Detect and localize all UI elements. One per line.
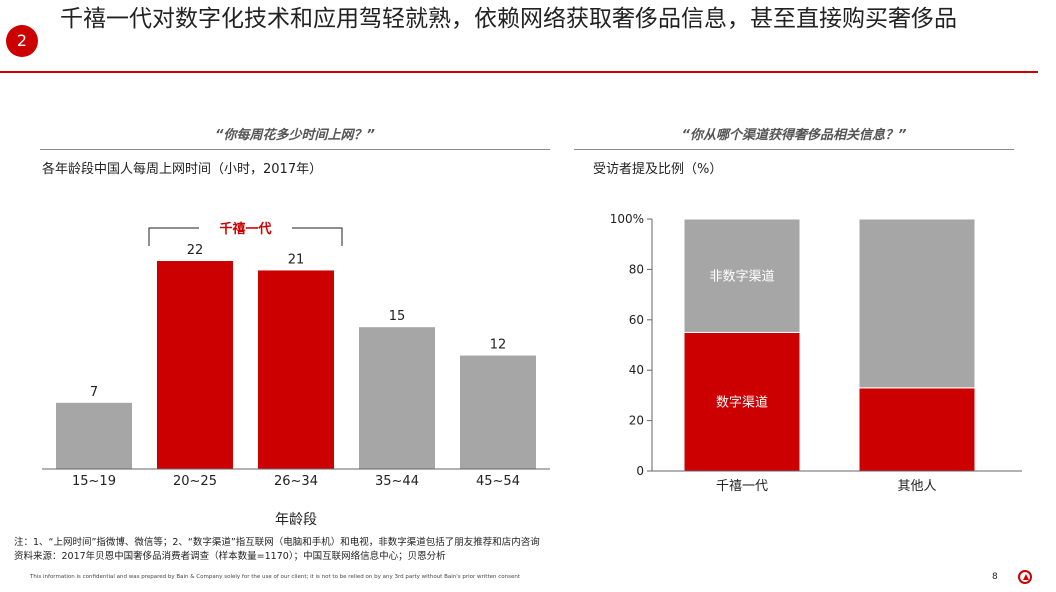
footnotes: 注：1、“上网时间”指微博、微信等；2、“数字渠道”指互联网（电脑和手机）和电视…: [14, 536, 540, 564]
right-question: “你从哪个渠道获得奢侈品相关信息？”: [681, 128, 907, 143]
bar-value-label: 22: [187, 243, 204, 258]
segment-数字渠道-千禧一代: [683, 331, 801, 472]
slide-number-badge: 2: [6, 25, 38, 57]
segment-数字渠道-其他人: [858, 387, 976, 472]
bar-value-label: 7: [90, 385, 98, 400]
x-tick-label: 15~19: [72, 474, 116, 489]
right-chart-subtitle: 受访者提及比例（%）: [593, 162, 723, 177]
x-tick-label: 其他人: [897, 479, 936, 494]
x-tick-label: 20~25: [173, 474, 217, 489]
x-tick-label: 45~54: [476, 474, 520, 489]
bar-26~34: [258, 270, 334, 469]
x-axis-title: 年龄段: [275, 512, 317, 528]
bar-15~19: [56, 402, 132, 469]
x-tick-label: 26~34: [274, 474, 318, 489]
slide-title: 千禧一代对数字化技术和应用驾轻就熟，依赖网络获取奢侈品信息，甚至直接购买奢侈品: [60, 6, 957, 32]
millennial-bracket-label: 千禧一代: [219, 221, 271, 237]
segment-非数字渠道-其他人: [858, 218, 976, 389]
y-tick-label: 80: [629, 262, 644, 276]
y-tick-label: 20: [629, 414, 644, 428]
right-question-rule: [574, 149, 1014, 150]
title-divider: [0, 71, 1038, 73]
left-chart-subtitle: 各年龄段中国人每周上网时间（小时，2017年）: [42, 162, 323, 177]
segment-label: 数字渠道: [716, 396, 768, 411]
left-question-rule: [40, 149, 550, 150]
millennial-bracket: [148, 227, 343, 246]
bar-value-label: 15: [389, 309, 406, 324]
footnote-definitions: 注：1、“上网时间”指微博、微信等；2、“数字渠道”指互联网（电脑和手机）和电视…: [14, 537, 540, 548]
footnote-sources: 资料来源：2017年贝恩中国奢侈品消费者调查（样本数量=1170）；中国互联网络…: [14, 551, 446, 562]
y-tick-label: 100%: [610, 212, 644, 226]
page-number: 8: [992, 572, 998, 582]
y-tick-label: 40: [629, 363, 644, 377]
left-question: “你每周花多少时间上网？”: [215, 128, 375, 143]
confidentiality-notice: This information is confidential and was…: [30, 574, 520, 580]
y-tick-label: 60: [629, 313, 644, 327]
bar-35~44: [359, 327, 435, 469]
bar-20~25: [157, 261, 233, 469]
bar-value-label: 12: [490, 338, 507, 353]
segment-非数字渠道-千禧一代: [683, 218, 801, 333]
y-tick-label: 0: [636, 464, 644, 478]
bain-logo-icon: [1018, 570, 1032, 584]
segment-label: 非数字渠道: [709, 270, 774, 285]
bar-value-label: 21: [288, 252, 305, 267]
x-tick-label: 千禧一代: [716, 479, 768, 494]
x-tick-label: 35~44: [375, 474, 419, 489]
bar-45~54: [460, 355, 536, 469]
